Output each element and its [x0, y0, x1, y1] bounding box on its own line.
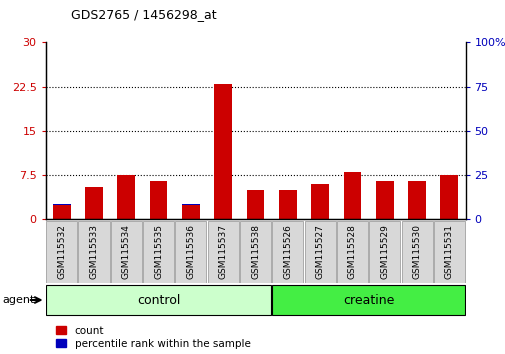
- Legend: count, percentile rank within the sample: count, percentile rank within the sample: [56, 326, 250, 349]
- FancyBboxPatch shape: [239, 221, 271, 282]
- Bar: [278, 190, 296, 219]
- Text: GSM115537: GSM115537: [218, 224, 227, 279]
- Bar: [375, 181, 393, 219]
- FancyBboxPatch shape: [369, 221, 399, 282]
- Bar: [53, 205, 70, 219]
- Text: GSM115534: GSM115534: [122, 224, 131, 279]
- Text: creatine: creatine: [342, 293, 393, 307]
- FancyBboxPatch shape: [336, 221, 367, 282]
- Text: GDS2765 / 1456298_at: GDS2765 / 1456298_at: [71, 8, 216, 21]
- Text: control: control: [137, 293, 180, 307]
- Bar: [311, 184, 328, 219]
- Text: GSM115535: GSM115535: [154, 224, 163, 279]
- Text: GSM115533: GSM115533: [89, 224, 98, 279]
- Bar: [408, 181, 425, 219]
- FancyBboxPatch shape: [304, 221, 335, 282]
- Text: agent: agent: [3, 295, 35, 305]
- FancyBboxPatch shape: [46, 221, 77, 282]
- Text: GSM115527: GSM115527: [315, 224, 324, 279]
- Bar: [182, 205, 199, 219]
- FancyBboxPatch shape: [78, 221, 109, 282]
- FancyBboxPatch shape: [208, 221, 238, 282]
- Bar: [149, 181, 167, 219]
- Text: GSM115531: GSM115531: [444, 224, 453, 279]
- Text: GSM115528: GSM115528: [347, 224, 356, 279]
- Bar: [343, 172, 361, 219]
- FancyBboxPatch shape: [401, 221, 432, 282]
- Text: GSM115532: GSM115532: [57, 224, 66, 279]
- Text: GSM115530: GSM115530: [412, 224, 421, 279]
- FancyBboxPatch shape: [272, 221, 302, 282]
- Text: GSM115529: GSM115529: [379, 224, 388, 279]
- Bar: [85, 187, 103, 219]
- FancyBboxPatch shape: [272, 285, 464, 315]
- Bar: [214, 84, 232, 219]
- Text: GSM115538: GSM115538: [250, 224, 260, 279]
- Bar: [440, 175, 458, 219]
- Text: GSM115536: GSM115536: [186, 224, 195, 279]
- Text: GSM115526: GSM115526: [283, 224, 292, 279]
- FancyBboxPatch shape: [46, 285, 271, 315]
- Bar: [246, 190, 264, 219]
- FancyBboxPatch shape: [111, 221, 141, 282]
- Bar: [117, 175, 135, 219]
- FancyBboxPatch shape: [143, 221, 174, 282]
- FancyBboxPatch shape: [175, 221, 206, 282]
- FancyBboxPatch shape: [433, 221, 464, 282]
